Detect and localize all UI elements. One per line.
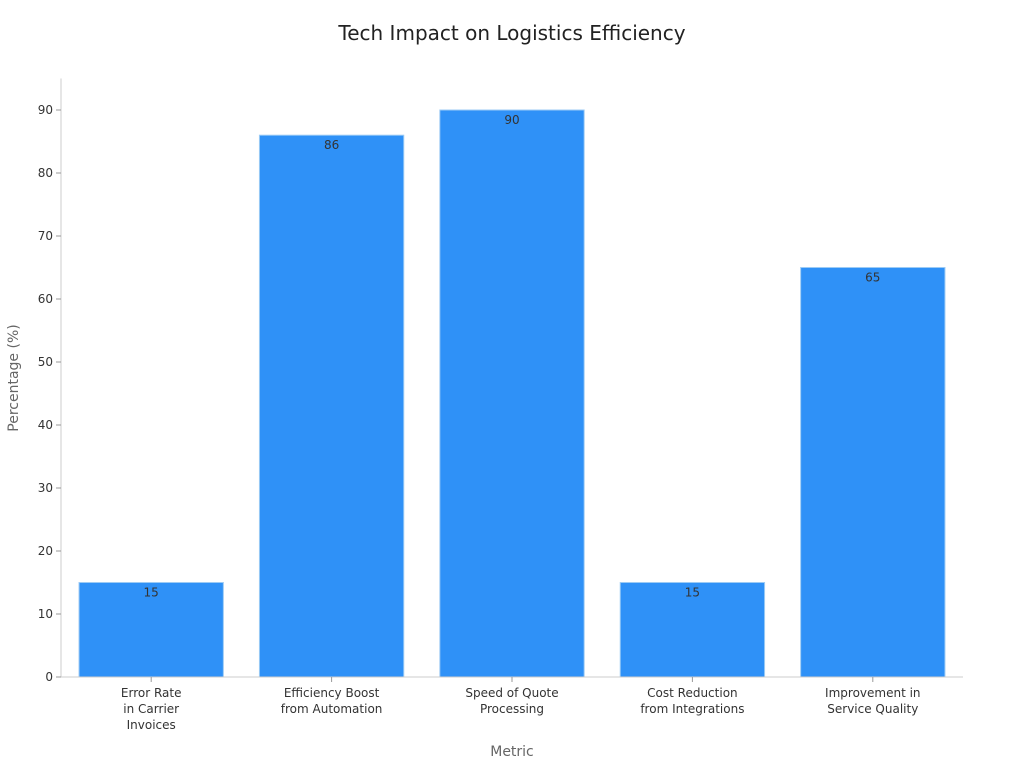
y-tick-label: 0 — [45, 670, 53, 684]
y-tick-label: 80 — [38, 166, 53, 180]
bar-value-label: 86 — [324, 138, 339, 152]
y-tick-label: 60 — [38, 292, 53, 306]
y-tick-label: 20 — [38, 544, 53, 558]
x-tick-label: Efficiency Boost from Automation — [281, 686, 383, 716]
y-tick-label: 10 — [38, 607, 53, 621]
y-tick-label: 90 — [38, 103, 53, 117]
x-tick-label-line: from Integrations — [640, 702, 744, 716]
y-tick-label: 70 — [38, 229, 53, 243]
x-tick-label: Cost Reduction from Integrations — [640, 686, 744, 716]
chart-title: Tech Impact on Logistics Efficiency — [337, 21, 685, 45]
x-tick-label: Improvement in Service Quality — [825, 686, 920, 716]
x-tick-label: Error Rate in Carrier Invoices — [121, 686, 182, 732]
x-tick-label-line: Improvement in — [825, 686, 920, 700]
y-tick-label: 40 — [38, 418, 53, 432]
y-tick-label: 50 — [38, 355, 53, 369]
bar-value-label: 90 — [504, 113, 519, 127]
x-tick-label-line: Service Quality — [827, 702, 918, 716]
x-axis: Error Rate in Carrier Invoices Efficiency B… — [61, 676, 963, 732]
bar — [78, 582, 224, 678]
x-tick-label-line: Cost Reduction — [647, 686, 737, 700]
x-tick-label-line: Speed of Quote — [465, 686, 558, 700]
x-tick-label-line: Error Rate — [121, 686, 182, 700]
x-axis-title: Metric — [490, 744, 534, 760]
x-tick-label-line: from Automation — [281, 702, 383, 716]
x-tick-label-line: Processing — [480, 702, 544, 716]
x-tick-label-line: Invoices — [127, 718, 176, 732]
bar-value-label: 65 — [865, 271, 880, 285]
bar — [439, 109, 585, 678]
bars: 15 86 90 15 65 — [78, 109, 946, 678]
x-tick-label-line: Efficiency Boost — [284, 686, 380, 700]
bar — [800, 267, 946, 678]
y-tick-label: 30 — [38, 481, 53, 495]
x-tick-label: Speed of Quote Processing — [465, 686, 558, 716]
x-tick-label-line: in Carrier — [123, 702, 179, 716]
bar — [258, 134, 405, 678]
y-axis-title: Percentage (%) — [6, 324, 22, 431]
bar — [619, 582, 766, 678]
bar-value-label: 15 — [685, 586, 700, 600]
bar-value-label: 15 — [144, 586, 159, 600]
y-axis: 0 10 20 30 40 50 60 70 80 90 — [38, 78, 62, 684]
